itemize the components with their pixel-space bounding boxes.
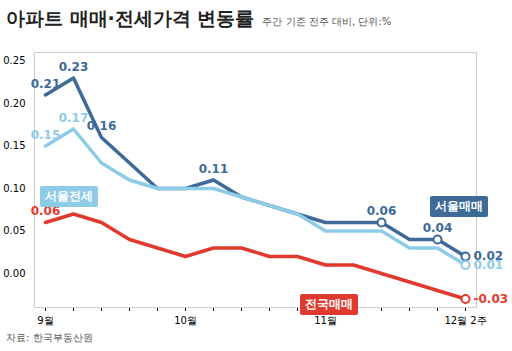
svg-text:0.15: 0.15 — [31, 128, 61, 142]
html-text:전국매매: 전국매매 — [305, 297, 353, 311]
svg-text:0.11: 0.11 — [199, 162, 229, 176]
html-text:서울전세: 서울전세 — [45, 189, 93, 203]
svg-text:0.04: 0.04 — [423, 221, 453, 235]
svg-text:0.10: 0.10 — [3, 183, 25, 194]
svg-text:0.06: 0.06 — [367, 204, 397, 218]
svg-text:12월 2주: 12월 2주 — [444, 315, 486, 326]
svg-text:11월: 11월 — [314, 315, 337, 326]
svg-text:0.06: 0.06 — [30, 204, 61, 219]
svg-text:9월: 9월 — [37, 315, 53, 326]
svg-text:0.20: 0.20 — [3, 98, 25, 109]
svg-text:0.00: 0.00 — [3, 268, 25, 279]
svg-text:0.02: 0.02 — [473, 249, 504, 264]
svg-text:-0.03: -0.03 — [474, 292, 509, 306]
svg-text:0.01: 0.01 — [474, 258, 504, 272]
html-text:자료: 한국부동산원: 자료: 한국부동산원 — [6, 332, 93, 343]
svg-text:0.17: 0.17 — [59, 111, 89, 125]
svg-text:0.05: 0.05 — [3, 225, 25, 236]
svg-text:10월: 10월 — [174, 315, 197, 326]
svg-text:0.25: 0.25 — [3, 55, 25, 66]
html-text:서울매매: 서울매매 — [435, 199, 483, 213]
svg-text:0.16: 0.16 — [87, 119, 117, 133]
html-text:아파트 매매·전세가격 변동률 주간 기준 전주 대비, 단: 아파트 매매·전세가격 변동률 주간 기준 전주 대비, 단위:% — [6, 7, 392, 29]
svg-text:0.23: 0.23 — [59, 60, 89, 74]
svg-text:0.21: 0.21 — [31, 77, 61, 91]
svg-text:0.15: 0.15 — [3, 140, 25, 151]
